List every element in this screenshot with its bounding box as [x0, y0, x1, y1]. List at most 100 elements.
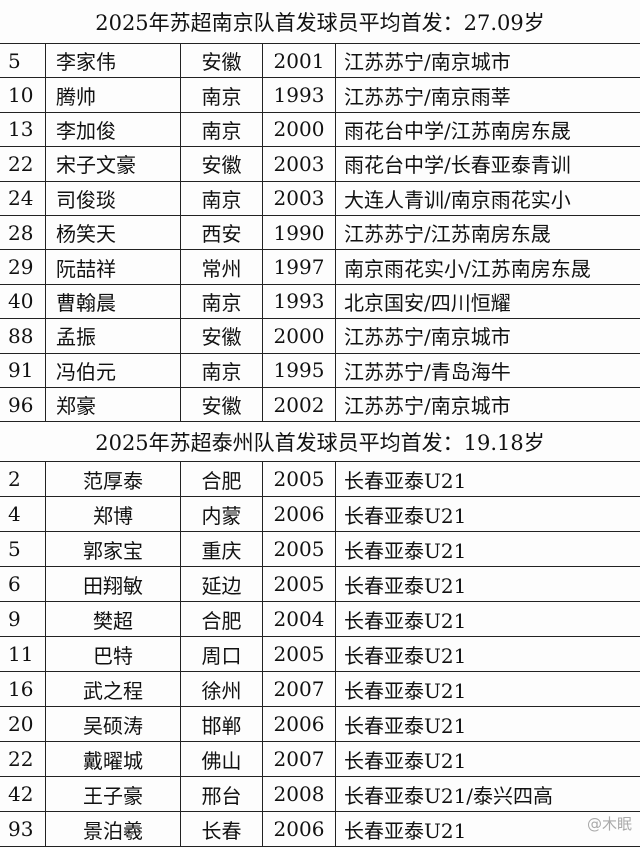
birth-year: 2004: [262, 602, 335, 636]
hometown: 延边: [180, 567, 262, 601]
table-row: 96 郑豪 安徽 2002 江苏苏宁/南京城市: [0, 388, 640, 423]
jersey-number: 5: [8, 48, 21, 73]
table-row: 5 郭家宝 重庆 2005 长春亚泰U21: [0, 532, 640, 567]
birth-year: 2002: [262, 388, 335, 422]
player-name: 孟振: [45, 319, 180, 353]
table-row: 93 景泊羲 长春 2006 长春亚泰U21: [0, 812, 640, 847]
birth-year: 2001: [262, 44, 335, 78]
player-name: 吴硕涛: [45, 707, 180, 741]
clubs: 长春亚泰U21: [335, 497, 640, 531]
player-name: 冯伯元: [45, 353, 180, 387]
clubs: 长春亚泰U21: [335, 742, 640, 776]
jersey-number: 28: [8, 220, 34, 245]
hometown: 合肥: [180, 462, 262, 496]
hometown: 西安: [180, 216, 262, 250]
player-name: 宋子文豪: [45, 147, 180, 181]
jersey-number: 16: [8, 677, 34, 701]
clubs: 长春亚泰U21: [335, 532, 640, 566]
table-row: 40 曹翰晨 南京 1993 北京国安/四川恒耀: [0, 284, 640, 320]
birth-year: 1993: [262, 78, 335, 112]
watermark: @木眠: [586, 815, 632, 833]
table-row: 5 李家伟 安徽 2001 江苏苏宁/南京城市: [0, 44, 640, 79]
birth-year: 2005: [262, 462, 335, 496]
table-row: 10 腾帅 南京 1993 江苏苏宁/南京雨莘: [0, 78, 640, 113]
jersey-number: 42: [8, 782, 34, 806]
player-name: 武之程: [45, 672, 180, 706]
jersey-number: 91: [8, 358, 34, 383]
hometown: 重庆: [180, 532, 262, 566]
hometown: 邯郸: [180, 707, 262, 741]
birth-year: 2000: [262, 319, 335, 353]
hometown: 内蒙: [180, 497, 262, 531]
jersey-number: 88: [8, 323, 34, 348]
player-name: 王子豪: [45, 777, 180, 811]
birth-year: 1997: [262, 250, 335, 284]
table-row: 2 范厚泰 合肥 2005 长春亚泰U21: [0, 462, 640, 497]
table-row: 22 戴曜城 佛山 2007 长春亚泰U21: [0, 742, 640, 777]
hometown: 合肥: [180, 602, 262, 636]
clubs: 长春亚泰U21/泰兴四高: [335, 777, 640, 811]
clubs: 江苏苏宁/江苏南房东晟: [335, 216, 640, 250]
table-row: 4 郑博 内蒙 2006 长春亚泰U21: [0, 497, 640, 532]
birth-year: 2006: [262, 812, 335, 846]
table-row: 6 田翔敏 延边 2005 长春亚泰U21: [0, 567, 640, 602]
clubs: 雨花台中学/江苏南房东晟: [335, 112, 640, 147]
player-name: 樊超: [45, 602, 180, 636]
jersey-number: 20: [8, 712, 34, 736]
player-name: 戴曜城: [45, 742, 180, 776]
jersey-number: 11: [8, 642, 34, 666]
jersey-number: 93: [8, 817, 34, 841]
jersey-number: 24: [8, 186, 34, 211]
jersey-number: 9: [8, 607, 21, 631]
clubs: 雨花台中学/长春亚泰青训: [335, 147, 640, 181]
table-row: 91 冯伯元 南京 1995 江苏苏宁/青岛海牛: [0, 353, 640, 388]
hometown: 安徽: [180, 147, 262, 181]
birth-year: 2005: [262, 532, 335, 566]
player-name: 杨笑天: [45, 216, 180, 250]
clubs: 长春亚泰U21: [335, 567, 640, 601]
table-row: 13 李加俊 南京 2000 雨花台中学/江苏南房东晟: [0, 112, 640, 148]
clubs: 长春亚泰U21: [335, 637, 640, 671]
jersey-number: 22: [8, 151, 34, 176]
hometown: 南京: [180, 284, 262, 319]
hometown: 安徽: [180, 388, 262, 422]
clubs: 南京雨花实小/江苏南房东晟: [335, 250, 640, 284]
birth-year: 1995: [262, 353, 335, 387]
birth-year: 2005: [262, 567, 335, 601]
clubs: 江苏苏宁/南京城市: [335, 319, 640, 353]
clubs: 长春亚泰U21: [335, 812, 640, 846]
player-name: 腾帅: [45, 78, 180, 112]
hometown: 南京: [180, 181, 262, 215]
table-row: 22 宋子文豪 安徽 2003 雨花台中学/长春亚泰青训: [0, 147, 640, 182]
birth-year: 1990: [262, 216, 335, 250]
table-row: 24 司俊琰 南京 2003 大连人青训/南京雨花实小: [0, 181, 640, 216]
jersey-number: 13: [8, 117, 34, 142]
player-name: 李家伟: [45, 44, 180, 78]
birth-year: 1993: [262, 284, 335, 319]
clubs: 北京国安/四川恒耀: [335, 284, 640, 319]
birth-year: 2006: [262, 497, 335, 531]
birth-year: 2000: [262, 112, 335, 147]
player-name: 景泊羲: [45, 812, 180, 846]
table-row: 16 武之程 徐州 2007 长春亚泰U21: [0, 672, 640, 707]
table-row: 9 樊超 合肥 2004 长春亚泰U21: [0, 602, 640, 637]
jersey-number: 2: [8, 467, 21, 491]
player-name: 阮喆祥: [45, 250, 180, 284]
table-row: 42 王子豪 邢台 2008 长春亚泰U21/泰兴四高: [0, 777, 640, 812]
clubs: 长春亚泰U21: [335, 462, 640, 496]
player-name: 范厚泰: [45, 462, 180, 496]
player-name: 李加俊: [45, 112, 180, 147]
hometown: 南京: [180, 353, 262, 387]
section-title: 2025年苏超泰州队首发球员平均首发：19.18岁: [0, 422, 640, 462]
birth-year: 2003: [262, 147, 335, 181]
birth-year: 2005: [262, 637, 335, 671]
player-name: 郭家宝: [45, 532, 180, 566]
clubs: 江苏苏宁/青岛海牛: [335, 353, 640, 387]
hometown: 南京: [180, 112, 262, 147]
clubs: 江苏苏宁/南京城市: [335, 44, 640, 78]
hometown: 佛山: [180, 742, 262, 776]
clubs: 长春亚泰U21: [335, 707, 640, 741]
hometown: 常州: [180, 250, 262, 284]
player-name: 田翔敏: [45, 567, 180, 601]
